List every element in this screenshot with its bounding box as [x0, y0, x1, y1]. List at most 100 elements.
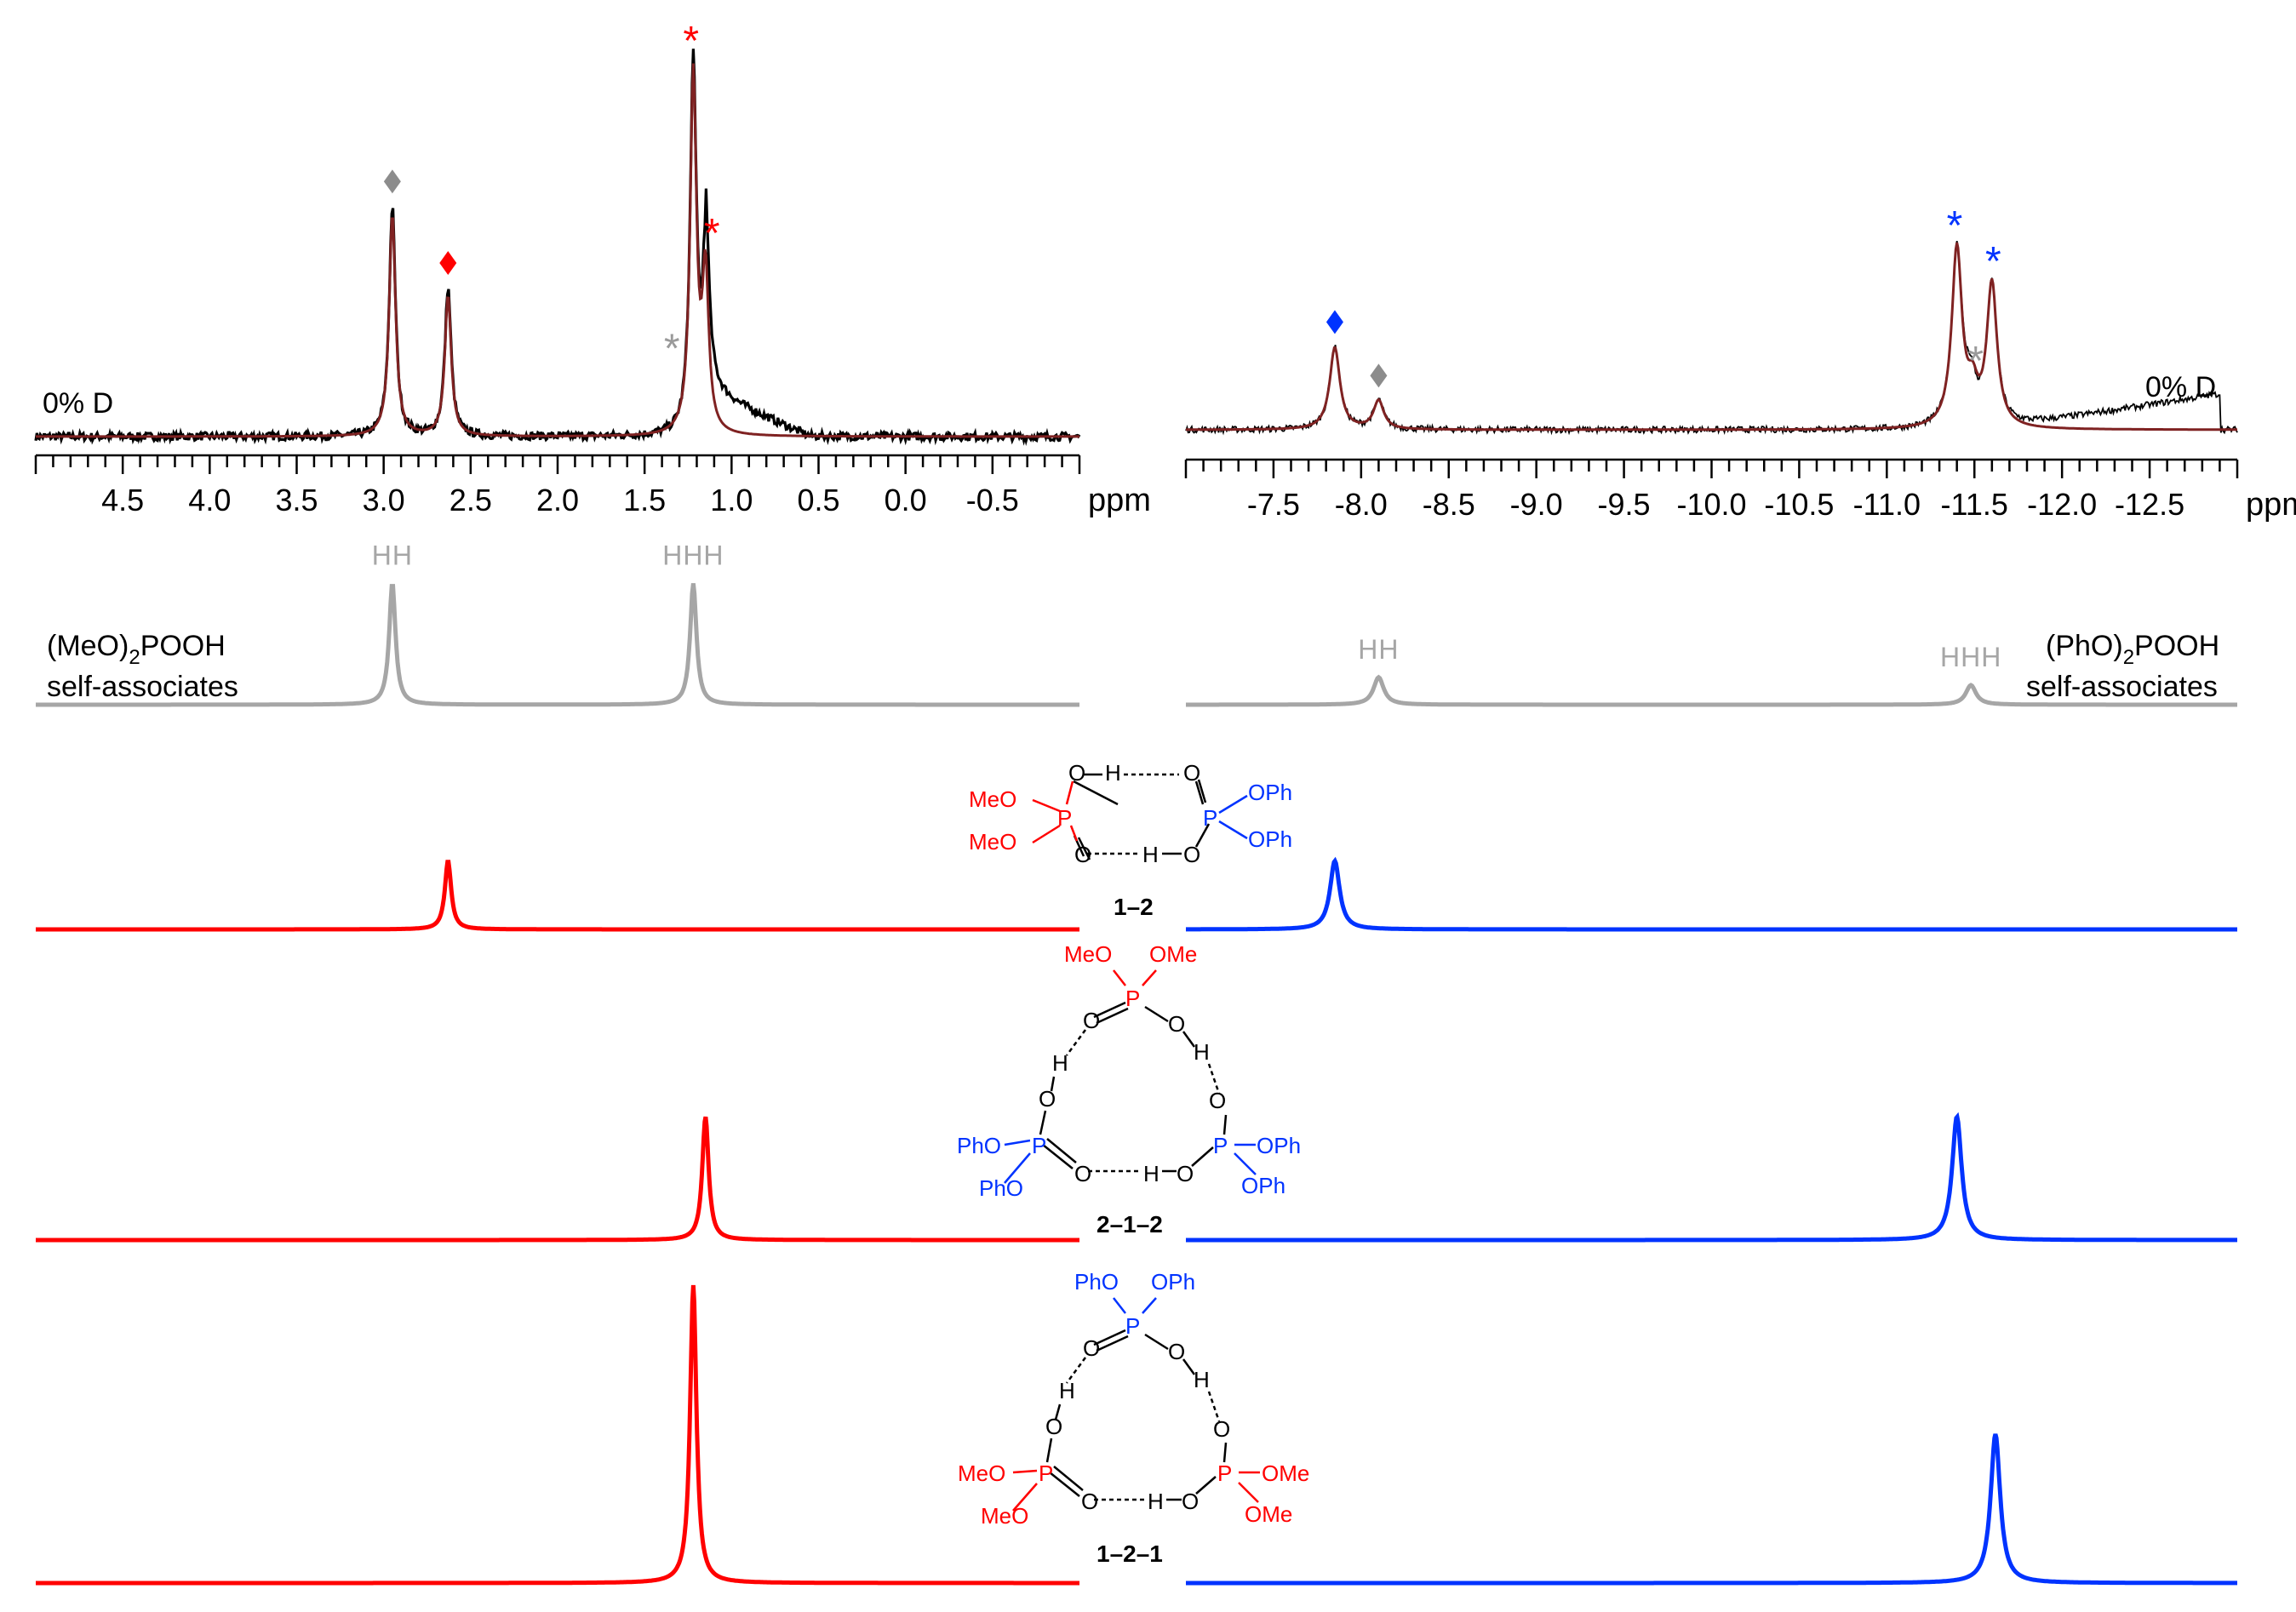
asterisk-marker: *: [1985, 239, 2001, 284]
chem-meo: MeO: [969, 786, 1016, 812]
tick-label: -11.5: [1941, 487, 2008, 522]
chem-h: H: [1148, 1489, 1164, 1514]
hbond-label: HH: [1358, 634, 1399, 665]
tick-label: 2.0: [536, 483, 579, 517]
chem-o: O: [1074, 1161, 1091, 1186]
asterisk-marker: *: [1967, 339, 1984, 384]
diamond-marker: [1325, 310, 1343, 334]
chem-oph: OPh: [1248, 826, 1292, 852]
tick-label: 0.5: [797, 483, 839, 517]
complex-line-2-1-2-right: [1186, 1112, 2237, 1243]
axis-unit-label: ppm: [1088, 483, 1151, 518]
tick-label: -10.5: [1764, 487, 1834, 522]
chem-meo: MeO: [981, 1503, 1028, 1529]
self-associate-line-right: [1186, 674, 2237, 707]
chem-h: H: [1052, 1050, 1068, 1076]
chem-o: O: [1083, 1008, 1100, 1033]
spectrum-line-fit-right: [1186, 242, 2237, 432]
chem-h: H: [1142, 842, 1159, 867]
tick-label: -11.0: [1853, 487, 1921, 522]
chem-meo: MeO: [969, 829, 1016, 855]
chem-p: P: [1203, 805, 1217, 831]
experimental-spectrum-right: * * *: [1185, 203, 2238, 436]
structure-1-2: MeO MeO P O H O P OPh OPh O H O 1–2: [969, 760, 1292, 920]
diamond-marker: [383, 169, 401, 194]
asterisk-marker: *: [664, 327, 680, 372]
chem-p: P: [1125, 1313, 1140, 1339]
chem-o: O: [1209, 1088, 1226, 1113]
tick-label: 2.5: [449, 483, 492, 517]
chem-o: O: [1168, 1011, 1185, 1037]
tick-label: -8.5: [1423, 487, 1475, 522]
tick-label: -12.0: [2027, 487, 2097, 522]
experimental-spectrum-left: * * *: [34, 19, 1081, 446]
asterisk-marker: *: [1947, 203, 1963, 249]
chem-o: O: [1213, 1416, 1230, 1442]
self-associate-line-left: [36, 583, 1079, 707]
chem-p: P: [1057, 805, 1072, 831]
tick-label: 4.5: [101, 483, 144, 517]
tick-label: 1.0: [710, 483, 753, 517]
structure-1-2-1: PhO OPh P O O H H O O P P MeO MeO OMe OM…: [958, 1269, 1309, 1567]
chem-o: O: [1182, 1489, 1199, 1514]
self-assoc-label-right-line2: self-associates: [2026, 671, 2218, 703]
chem-pho: PhO: [957, 1133, 1001, 1158]
hbond-label: HH: [372, 540, 413, 570]
ppm-axis-right: -7.5 -8.0 -8.5 -9.0 -9.5 -10.0 -10.5 -11.0 -11.5…: [1184, 458, 2296, 523]
chem-oph: OPh: [1257, 1133, 1301, 1158]
chem-h: H: [1143, 1161, 1159, 1186]
self-assoc-label-left-line1: (MeO)2POOH: [47, 630, 226, 669]
chem-p: P: [1032, 1133, 1046, 1158]
structure-label-2-1-2: 2–1–2: [1096, 1211, 1163, 1238]
chem-pho: PhO: [1074, 1269, 1119, 1295]
chem-o: O: [1177, 1161, 1194, 1186]
chem-o: O: [1074, 842, 1091, 867]
chem-oph: OPh: [1248, 780, 1292, 805]
chem-o: O: [1045, 1414, 1062, 1439]
spectrum-line-experimental-left: [34, 49, 1081, 446]
chem-p: P: [1217, 1461, 1232, 1486]
complex-line-1-2-1-left: [36, 1284, 1079, 1586]
chem-o: O: [1068, 760, 1085, 786]
tick-label: 1.5: [623, 483, 666, 517]
chem-p: P: [1039, 1461, 1053, 1486]
experimental-label-left: 0% D: [43, 387, 113, 420]
chem-ome: OMe: [1149, 941, 1197, 967]
chem-h: H: [1194, 1039, 1210, 1065]
tick-label: -7.5: [1247, 487, 1300, 522]
chem-o: O: [1039, 1086, 1056, 1112]
tick-label: 0.0: [885, 483, 927, 517]
chem-pho: PhO: [979, 1175, 1023, 1201]
self-assoc-label-right-line1: (PhO)2POOH: [2046, 630, 2219, 669]
chem-oph: OPh: [1241, 1173, 1285, 1198]
axis-unit-label: ppm: [2246, 487, 2296, 523]
tick-label: -8.0: [1335, 487, 1388, 522]
chem-oph: OPh: [1151, 1269, 1195, 1295]
ppm-axis-left: 4.5 4.0 3.5 3.0 2.5 2.0 1.5 1.0 0.5 0.0 -0.5 ppm: [34, 454, 1151, 518]
self-associate-spectrum-right: HH HHH: [1186, 634, 2237, 707]
chem-h: H: [1059, 1378, 1075, 1403]
chem-o: O: [1183, 842, 1200, 867]
chem-o: O: [1183, 760, 1200, 786]
chem-p: P: [1213, 1133, 1228, 1158]
structure-2-1-2: MeO OMe P O O H H O O P P PhO PhO OPh OP…: [957, 941, 1301, 1238]
complex-line-1-2-1-right: [1186, 1433, 2237, 1586]
spectrum-line-fit-left: [36, 63, 1079, 438]
chem-meo: MeO: [958, 1461, 1005, 1486]
self-associate-spectrum-left: HH HHH: [36, 540, 1079, 707]
chem-o: O: [1083, 1335, 1100, 1361]
tick-label: 4.0: [188, 483, 231, 517]
tick-label: 3.5: [275, 483, 318, 517]
complex-line-2-1-2-left: [36, 1116, 1079, 1243]
tick-label: -0.5: [966, 483, 1019, 517]
asterisk-marker: *: [683, 19, 699, 64]
complex-spectra: [36, 856, 2237, 1586]
tick-label: -10.0: [1676, 487, 1746, 522]
tick-label: 3.0: [363, 483, 405, 517]
diamond-marker: [1370, 363, 1388, 388]
hbond-label: HHH: [662, 540, 724, 570]
structure-label-1-2: 1–2: [1114, 894, 1154, 920]
tick-label: -12.5: [2115, 487, 2184, 522]
complex-line-1-2-right: [1186, 856, 2237, 932]
